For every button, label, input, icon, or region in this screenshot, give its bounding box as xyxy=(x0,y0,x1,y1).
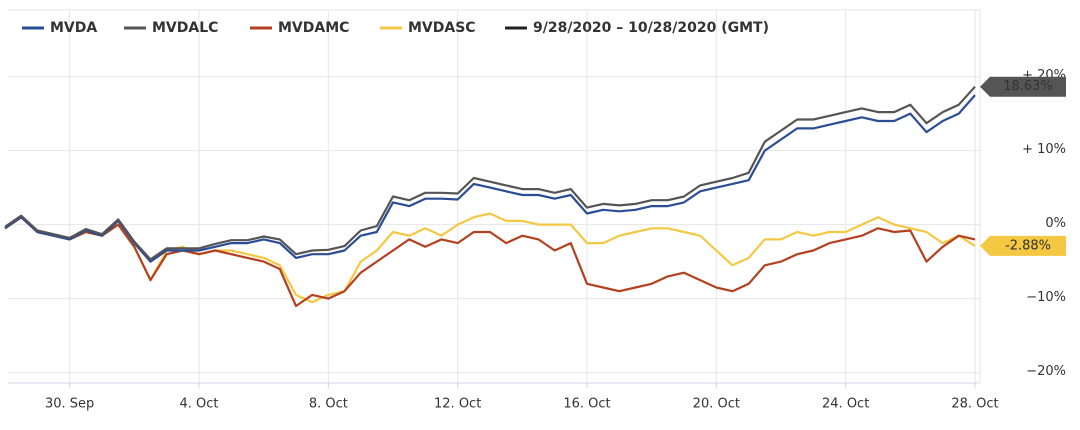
series-line xyxy=(4,216,976,308)
y-tick-label: 0% xyxy=(1045,216,1066,231)
value-label: 18.63% xyxy=(1003,79,1053,94)
x-tick-label: 30. Sep xyxy=(45,397,94,412)
value-flag xyxy=(980,76,1066,97)
series-line xyxy=(4,85,976,261)
y-tick-label: −20% xyxy=(1026,364,1066,379)
x-tick-label: 12. Oct xyxy=(434,397,481,412)
x-tick-label: 4. Oct xyxy=(179,397,218,412)
x-tick-label: 28. Oct xyxy=(951,397,998,412)
series-line xyxy=(4,94,976,263)
y-tick-label: + 10% xyxy=(1022,142,1066,157)
legend-label[interactable]: MVDAMC xyxy=(278,20,349,36)
date-range: 9/28/2020 – 10/28/2020 (GMT) xyxy=(533,20,769,36)
legend-label[interactable]: MVDALC xyxy=(152,20,218,36)
legend-label[interactable]: MVDASC xyxy=(408,20,476,36)
x-tick-label: 20. Oct xyxy=(693,397,740,412)
y-tick-label: −10% xyxy=(1026,290,1066,305)
x-tick-label: 8. Oct xyxy=(309,397,348,412)
x-tick-label: 24. Oct xyxy=(822,397,869,412)
x-tick-label: 16. Oct xyxy=(563,397,610,412)
value-flag xyxy=(980,235,1066,256)
legend-label[interactable]: MVDA xyxy=(50,20,97,36)
value-label: -2.88% xyxy=(1005,238,1051,253)
